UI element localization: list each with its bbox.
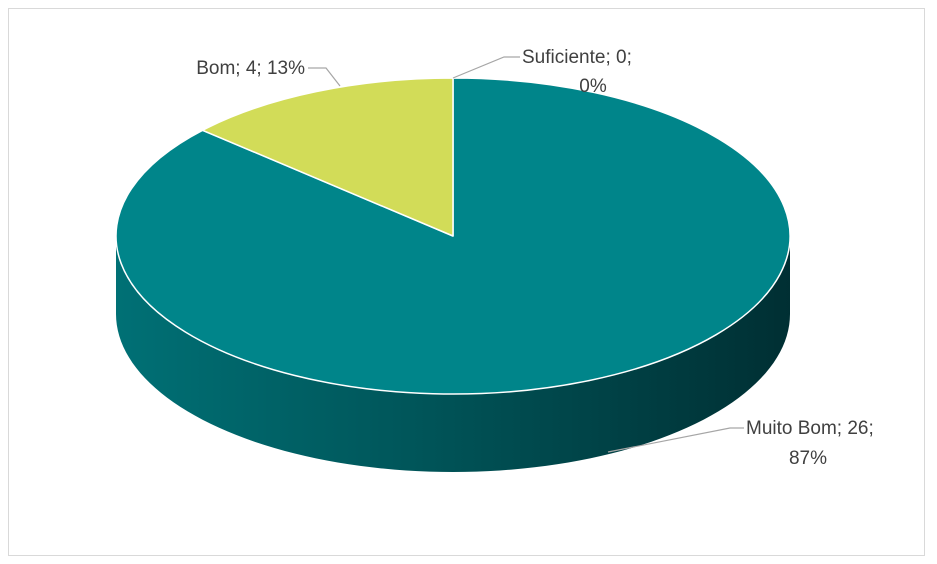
data-label-muito-bom-line-2: 87% — [789, 448, 827, 469]
data-label-suficiente: Suficiente; 0; — [522, 47, 632, 68]
leader-line-bom — [308, 67, 341, 87]
pie-side-muito-bom — [116, 236, 790, 472]
leader-line-suficiente — [452, 56, 520, 79]
pie-top-layer — [115, 77, 791, 395]
data-label-bom: Bom; 4; 13% — [196, 58, 305, 79]
leader-line-muito-bom — [607, 427, 744, 453]
pie-side-layer — [116, 236, 790, 472]
data-label-muito-bom: Muito Bom; 26; — [746, 418, 874, 439]
data-label-layer: Muito Bom; 26; 87% Bom; 4; 13% Suficiente; … — [196, 47, 874, 469]
data-label-suficiente-line-2: 0% — [579, 76, 607, 97]
pie-slice-bom — [201, 77, 454, 237]
